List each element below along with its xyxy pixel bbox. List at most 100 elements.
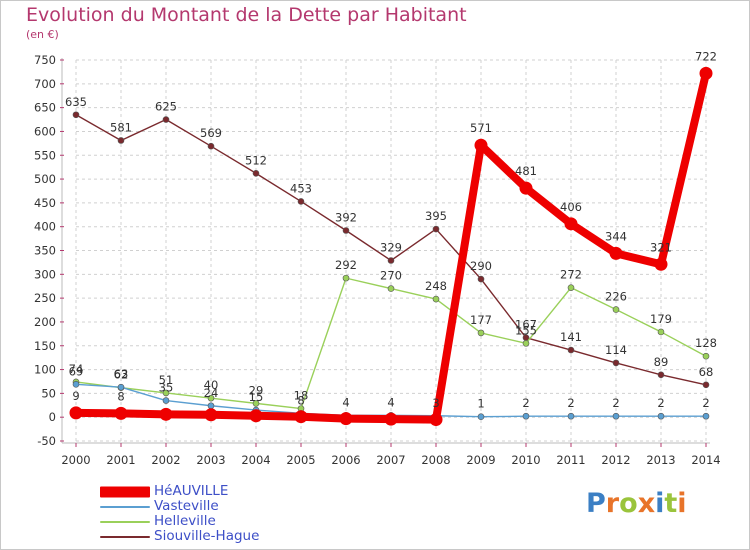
point-vasteville-2003 bbox=[207, 402, 215, 410]
point-helleville-2006 bbox=[342, 274, 350, 282]
legend-swatch-h-auville bbox=[100, 486, 150, 497]
data-label-vasteville: 2 bbox=[612, 396, 619, 410]
data-label-helleville: 29 bbox=[249, 383, 264, 397]
chart-title: Evolution du Montant de la Dette par Hab… bbox=[26, 4, 467, 26]
data-label-siouville-hague: 581 bbox=[110, 120, 132, 134]
point-siouville-hague-2012 bbox=[612, 359, 620, 367]
y-tick-label: 300 bbox=[34, 267, 56, 281]
x-tick-label: 2002 bbox=[151, 453, 180, 467]
point-vasteville-2012 bbox=[612, 412, 620, 420]
data-label-helleville: 155 bbox=[515, 323, 537, 337]
data-label-siouville-hague: 167 bbox=[515, 318, 537, 332]
data-label-vasteville: 8 bbox=[297, 393, 304, 407]
y-tick-label: 400 bbox=[34, 220, 56, 234]
data-label-h-auville: 8 bbox=[117, 389, 124, 403]
data-label-helleville: 248 bbox=[425, 279, 447, 293]
point-h-auville-2014 bbox=[699, 66, 713, 80]
point-siouville-hague-2014 bbox=[702, 381, 710, 389]
x-tick-label: 2000 bbox=[61, 453, 90, 467]
point-siouville-hague-2001 bbox=[117, 137, 125, 144]
data-label-helleville: 226 bbox=[605, 290, 627, 304]
data-label-vasteville: 2 bbox=[657, 396, 664, 410]
y-tick-label: 0 bbox=[49, 410, 56, 424]
y-tick-label: 600 bbox=[34, 124, 56, 138]
legend-swatch-siouville-hague bbox=[100, 535, 150, 538]
logo-letter: P bbox=[586, 488, 606, 519]
data-label-helleville: 272 bbox=[560, 268, 582, 282]
data-label-vasteville: 35 bbox=[159, 381, 174, 395]
x-tick-label: 2004 bbox=[241, 453, 270, 467]
data-label-siouville-hague: 569 bbox=[200, 126, 222, 140]
data-label-h-auville: 406 bbox=[560, 200, 582, 214]
legend-swatch-helleville bbox=[100, 520, 150, 523]
point-h-auville-2006 bbox=[339, 412, 353, 426]
point-vasteville-2002 bbox=[162, 397, 170, 404]
x-tick-label: 2008 bbox=[421, 453, 450, 467]
point-h-auville-2000 bbox=[69, 406, 83, 420]
x-tick-label: 2010 bbox=[511, 453, 540, 467]
point-h-auville-2004 bbox=[249, 409, 263, 423]
data-label-vasteville: 4 bbox=[387, 395, 394, 409]
x-axis: 2000 2001 2002 2003 2004 2005 2006 2007 2008 2009… bbox=[61, 442, 721, 467]
point-vasteville-2000 bbox=[72, 381, 80, 388]
data-label-vasteville: 15 bbox=[249, 390, 264, 404]
x-tick-label: 2006 bbox=[331, 453, 360, 467]
data-label-vasteville: 4 bbox=[342, 395, 349, 409]
legend-label-vasteville: Vasteville bbox=[154, 498, 219, 514]
point-h-auville-2001 bbox=[114, 406, 128, 420]
legend-label-h-auville: HéAUVILLE bbox=[154, 483, 229, 499]
data-label-helleville: 40 bbox=[204, 378, 219, 392]
point-h-auville-2008 bbox=[429, 413, 443, 427]
point-siouville-hague-2000 bbox=[72, 111, 80, 119]
data-label-vasteville: 63 bbox=[114, 367, 129, 381]
y-tick-label: 350 bbox=[34, 244, 56, 258]
data-label-vasteville: 2 bbox=[702, 396, 709, 410]
x-tick-label: 2011 bbox=[556, 453, 585, 467]
y-tick-label: -50 bbox=[37, 434, 56, 448]
data-label-vasteville: 1 bbox=[477, 397, 484, 411]
data-label-siouville-hague: 625 bbox=[155, 100, 177, 114]
point-h-auville-2011 bbox=[564, 217, 578, 231]
x-tick-label: 2005 bbox=[286, 453, 315, 467]
point-h-auville-2007 bbox=[384, 412, 398, 426]
point-siouville-hague-2004 bbox=[252, 170, 260, 177]
data-label-helleville: 74 bbox=[69, 362, 84, 376]
point-siouville-hague-2006 bbox=[342, 227, 350, 234]
data-label-helleville: 128 bbox=[695, 336, 717, 350]
point-helleville-2004 bbox=[252, 400, 260, 407]
point-helleville-2009 bbox=[477, 329, 485, 337]
y-tick-label: 650 bbox=[34, 101, 56, 115]
data-label-h-auville: 571 bbox=[470, 121, 492, 135]
y-tick-label: 200 bbox=[34, 315, 56, 329]
data-label-helleville: 62 bbox=[114, 368, 129, 382]
x-tick-label: 2009 bbox=[466, 453, 495, 467]
point-helleville-2013 bbox=[657, 328, 665, 336]
legend-label-helleville: Helleville bbox=[154, 513, 216, 529]
point-vasteville-2011 bbox=[567, 412, 575, 420]
y-tick-label: 750 bbox=[34, 53, 56, 67]
data-label-siouville-hague: 635 bbox=[65, 95, 87, 109]
logo-letter: o bbox=[619, 488, 638, 519]
point-siouville-hague-2005 bbox=[297, 198, 305, 205]
point-helleville-2003 bbox=[207, 394, 215, 402]
x-tick-label: 2003 bbox=[196, 453, 225, 467]
data-label-h-auville: 722 bbox=[695, 49, 717, 63]
data-label-vasteville: 3 bbox=[432, 396, 439, 410]
data-label-vasteville: 24 bbox=[204, 386, 219, 400]
point-helleville-2011 bbox=[567, 284, 575, 291]
point-siouville-hague-2008 bbox=[432, 225, 440, 233]
point-helleville-2007 bbox=[387, 285, 395, 292]
point-vasteville-2013 bbox=[657, 412, 665, 420]
point-h-auville-2009 bbox=[474, 138, 488, 152]
point-siouville-hague-2007 bbox=[387, 257, 395, 264]
y-tick-label: 450 bbox=[34, 196, 56, 210]
point-vasteville-2001 bbox=[117, 383, 125, 391]
data-label-h-auville: 321 bbox=[650, 240, 672, 254]
data-label-siouville-hague: 512 bbox=[245, 153, 267, 167]
y-tick-label: 100 bbox=[34, 363, 56, 377]
x-tick-label: 2007 bbox=[376, 453, 405, 467]
data-label-siouville-hague: 329 bbox=[380, 241, 402, 255]
point-helleville-2008 bbox=[432, 295, 440, 303]
data-label-siouville-hague: 395 bbox=[425, 209, 447, 223]
x-tick-label: 2001 bbox=[106, 453, 135, 467]
